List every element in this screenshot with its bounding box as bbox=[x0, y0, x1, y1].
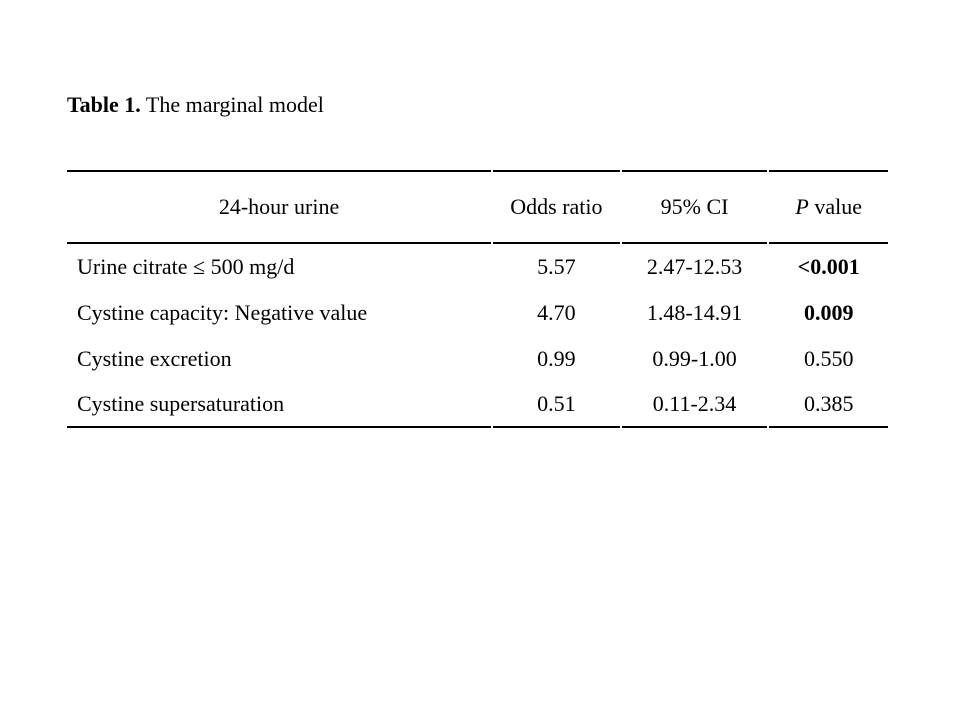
cell-odds-ratio: 5.57 bbox=[537, 254, 576, 279]
row-label: Cystine capacity: Negative value bbox=[77, 300, 368, 325]
row-label: Cystine excretion bbox=[77, 346, 232, 371]
col-header-p-value: P value bbox=[769, 170, 888, 244]
p-value-italic-p: P bbox=[795, 194, 809, 219]
table-row: Urine citrate ≤ 500 mg/d 5.57 2.47-12.53… bbox=[67, 244, 888, 290]
table-caption-title: The marginal model bbox=[140, 92, 324, 117]
cell-odds-ratio: 0.99 bbox=[537, 346, 576, 371]
cell-p-value: 0.385 bbox=[769, 382, 888, 428]
cell-ci: 0.99-1.00 bbox=[652, 346, 737, 371]
cell-p-value: 0.550 bbox=[803, 346, 854, 371]
cell-p-value: <0.001 bbox=[797, 254, 860, 279]
col-header-24-hour-urine: 24-hour urine bbox=[67, 170, 492, 244]
col-header-95-ci: 95% CI bbox=[621, 170, 768, 244]
cell-p-value: 0.009 bbox=[803, 300, 854, 325]
table-caption: Table 1. The marginal model bbox=[67, 91, 324, 119]
cell-odds-ratio: 0.51 bbox=[493, 382, 620, 428]
table-row: Cystine excretion 0.99 0.99-1.00 0.550 bbox=[67, 336, 888, 382]
table-header-row: 24-hour urine Odds ratio 95% CI P value bbox=[67, 170, 888, 244]
cell-ci: 2.47-12.53 bbox=[646, 254, 743, 279]
col-header-odds-ratio: Odds ratio bbox=[493, 170, 620, 244]
cell-ci: 1.48-14.91 bbox=[646, 300, 743, 325]
cell-odds-ratio: 4.70 bbox=[537, 300, 576, 325]
marginal-model-table: 24-hour urine Odds ratio 95% CI P value … bbox=[65, 170, 890, 428]
p-value-rest: value bbox=[808, 194, 862, 219]
cell-ci: 0.11-2.34 bbox=[621, 382, 768, 428]
table-row: Cystine capacity: Negative value 4.70 1.… bbox=[67, 290, 888, 336]
row-label: Urine citrate ≤ 500 mg/d bbox=[77, 254, 295, 279]
table-row: Cystine supersaturation 0.51 0.11-2.34 0… bbox=[67, 382, 888, 428]
row-label: Cystine supersaturation bbox=[67, 382, 492, 428]
table-caption-label: Table 1. bbox=[67, 92, 141, 117]
